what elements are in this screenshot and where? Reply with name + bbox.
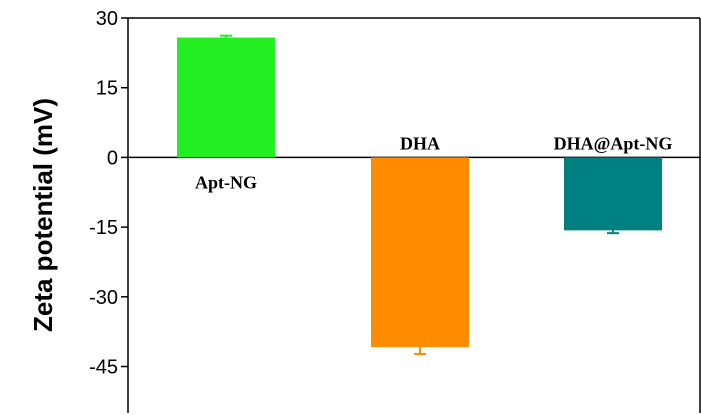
y-tick-label: -30 (89, 287, 118, 309)
y-tick-label: 15 (96, 78, 118, 100)
y-tick-label: -45 (89, 357, 118, 379)
y-tick-label: 30 (96, 8, 118, 30)
category-label: DHA@Apt-NG (554, 133, 673, 153)
y-tick-label: -15 (89, 217, 118, 239)
y-axis-label: Zeta potential (mV) (28, 98, 58, 332)
bars (177, 34, 662, 355)
y-tick-label: 0 (107, 147, 118, 169)
bar-dha-apt-ng (564, 157, 662, 231)
bar-dha (371, 157, 469, 348)
category-label: DHA (400, 133, 440, 153)
category-label: Apt-NG (195, 172, 257, 192)
axes: 30 15 0 -15 -30 -45 (89, 8, 701, 413)
bar-apt-ng (177, 37, 275, 158)
labels: Apt-NG DHA DHA@Apt-NG (195, 133, 672, 192)
